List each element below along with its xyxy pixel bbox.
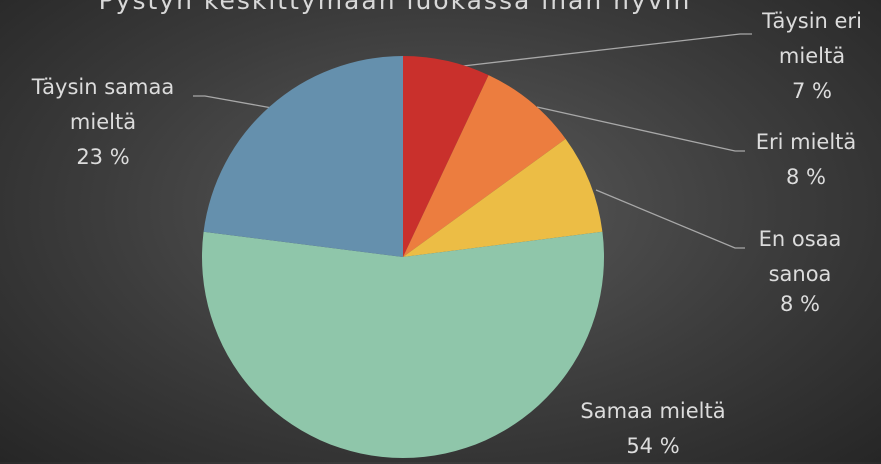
slice-label: Samaa mieltä: [580, 399, 726, 423]
value-label: 8 %: [786, 165, 826, 189]
slice-label: Täysin samaa mieltä: [31, 75, 175, 134]
chart-title: Pystyn keskittymään luokassa ihan hyvin: [98, 0, 692, 15]
pie-slice: [403, 75, 566, 257]
leader-line: [462, 33, 752, 67]
leader-line: [193, 95, 273, 109]
slice-label: En osaa sanoa: [758, 227, 842, 286]
value-label: 54 %: [626, 434, 680, 458]
pie-slice: [203, 56, 403, 257]
slice-label: Täysin eri mieltä: [762, 9, 862, 68]
leader-line: [536, 106, 745, 152]
pie-slice: [403, 138, 603, 257]
pie-slice: [403, 56, 489, 257]
value-label: 7 %: [792, 79, 832, 103]
leader-lines: [193, 33, 752, 249]
value-label: 23 %: [76, 145, 130, 169]
slices: [202, 56, 605, 459]
pie-slice: [202, 231, 605, 459]
slice-label: Eri mieltä: [755, 130, 857, 154]
value-label: 8 %: [780, 292, 820, 316]
leader-line: [595, 189, 745, 249]
